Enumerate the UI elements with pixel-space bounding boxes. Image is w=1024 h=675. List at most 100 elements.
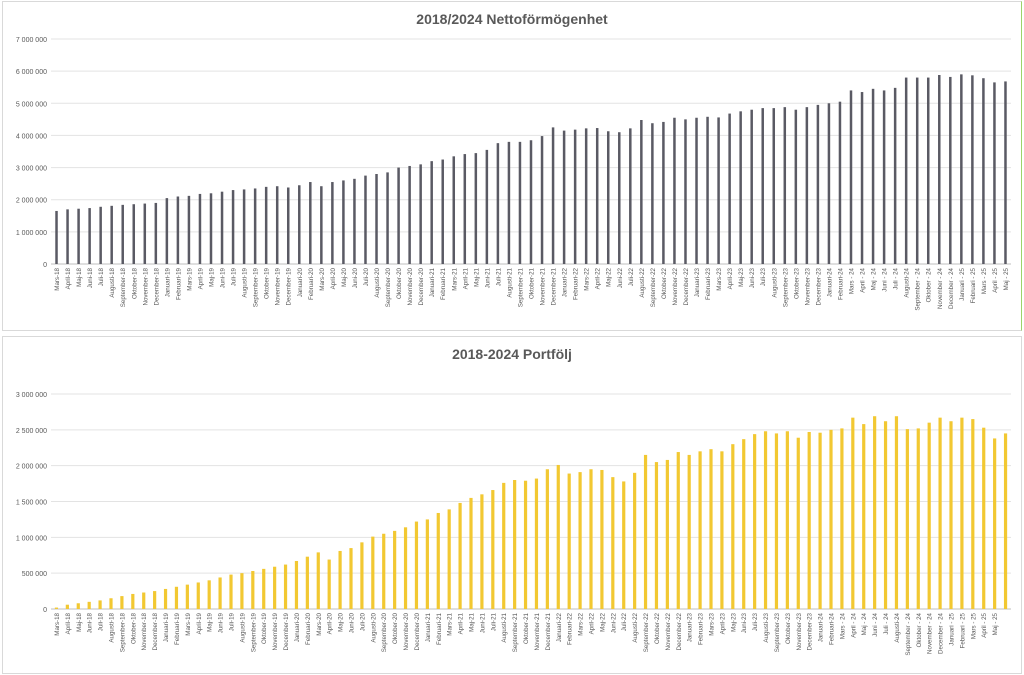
x-tick-label: Juli-21 — [495, 267, 502, 286]
bar — [540, 136, 544, 264]
x-tick-label: Augusti-18 — [109, 612, 116, 642]
x-tick-label: April-23 — [727, 267, 734, 289]
bar — [633, 472, 637, 609]
bar — [949, 76, 952, 264]
bar — [207, 580, 211, 609]
y-tick-label: 0 — [43, 607, 47, 614]
bar — [163, 588, 168, 609]
bar — [851, 417, 855, 609]
x-tick-label: Februari-20 — [305, 612, 312, 645]
bar — [425, 519, 429, 609]
bar — [251, 571, 255, 609]
x-tick-label: November-20 — [403, 612, 410, 650]
x-tick-label: Maj-23 — [738, 267, 745, 286]
x-tick-label: December-22 — [676, 612, 683, 650]
bar — [393, 530, 397, 609]
x-tick-label: Maj - 25 — [1003, 267, 1010, 290]
bar — [960, 74, 963, 264]
x-tick-label: Januari-20 — [294, 612, 301, 642]
x-tick-label: Augusti-22 — [639, 267, 646, 297]
bar — [469, 497, 473, 609]
x-tick-label: Januari-20 — [297, 267, 304, 297]
x-tick-label: Oktober-18 — [130, 612, 137, 644]
x-tick-label: Oktober-23 — [793, 267, 800, 299]
bar — [165, 198, 169, 264]
bar — [676, 452, 680, 609]
bar — [971, 419, 975, 609]
x-tick-label: Augusti-23 — [763, 612, 770, 642]
x-tick-label: September-21 — [512, 612, 519, 652]
bar — [774, 433, 779, 609]
x-tick-label: November-19 — [272, 612, 279, 650]
x-tick-label: November-21 — [540, 267, 547, 305]
bar — [327, 559, 331, 609]
x-tick-label: Mars-20 — [319, 267, 326, 290]
x-tick-label: April-21 — [462, 267, 469, 289]
bar — [349, 548, 353, 609]
x-tick-label: Mars-23 — [716, 267, 723, 290]
x-tick-label: Maj-21 — [469, 612, 476, 631]
x-tick-label: Februari-20 — [308, 267, 315, 300]
x-tick-label: Maj-19 — [207, 612, 214, 631]
bar — [452, 156, 456, 264]
bar — [480, 494, 484, 609]
x-tick-label: Maj-20 — [341, 267, 348, 286]
bar — [622, 481, 626, 609]
bar — [873, 416, 877, 609]
x-tick-label: Augusti-19 — [242, 267, 249, 297]
bar — [698, 451, 702, 609]
x-tick-label: Juli - 24 — [893, 267, 900, 289]
bar — [883, 421, 888, 609]
bar — [371, 536, 375, 609]
bar — [838, 101, 842, 264]
y-tick-label: 2 000 000 — [16, 198, 47, 205]
bar — [993, 438, 997, 609]
bar — [894, 416, 899, 609]
x-tick-label: Mars-21 — [447, 612, 454, 635]
bar — [893, 87, 897, 264]
x-tick-label: Juli-19 — [229, 612, 236, 631]
bar — [458, 502, 462, 609]
bar — [397, 167, 400, 264]
x-tick-label: December-19 — [283, 612, 290, 650]
y-tick-label: 4 000 000 — [16, 133, 47, 140]
bar — [386, 172, 389, 264]
y-tick-label: 1 000 000 — [16, 230, 47, 237]
bar — [606, 131, 610, 264]
bar — [109, 598, 113, 609]
bar — [463, 154, 467, 264]
bar — [534, 478, 539, 609]
x-tick-label: Februari-23 — [705, 267, 712, 300]
x-tick-label: Februari-19 — [175, 267, 182, 300]
bar — [110, 205, 113, 264]
bar — [578, 472, 582, 609]
x-tick-label: Mars - 25 — [970, 612, 977, 639]
bar — [794, 109, 798, 264]
y-tick-label: 2 500 000 — [16, 428, 47, 435]
bar — [331, 182, 334, 264]
x-tick-label: November-20 — [407, 267, 414, 305]
bar — [229, 574, 233, 609]
bar — [739, 111, 742, 264]
x-tick-label: Januari - 25 — [959, 267, 966, 300]
bar — [551, 127, 555, 265]
bar — [695, 117, 698, 264]
bar — [882, 90, 886, 264]
networth-chart-title: 2018/2024 Nettoförmögenhet — [416, 11, 608, 27]
x-tick-label: Juli-21 — [490, 612, 497, 631]
bar — [142, 592, 146, 609]
y-tick-label: 5 000 000 — [16, 101, 47, 108]
bar — [938, 417, 942, 609]
bar — [298, 185, 301, 264]
x-tick-label: December-21 — [545, 612, 552, 650]
x-tick-label: April - 25 — [992, 267, 999, 292]
x-tick-label: November - 24 — [937, 267, 944, 308]
x-tick-label: November-22 — [665, 612, 672, 650]
x-tick-label: Februari-22 — [567, 612, 574, 645]
bar — [253, 188, 257, 264]
bar — [507, 141, 511, 264]
bar — [474, 153, 478, 264]
bar — [567, 473, 571, 609]
x-tick-label: Januari-22 — [562, 267, 569, 297]
x-tick-label: Maj-19 — [209, 267, 216, 286]
